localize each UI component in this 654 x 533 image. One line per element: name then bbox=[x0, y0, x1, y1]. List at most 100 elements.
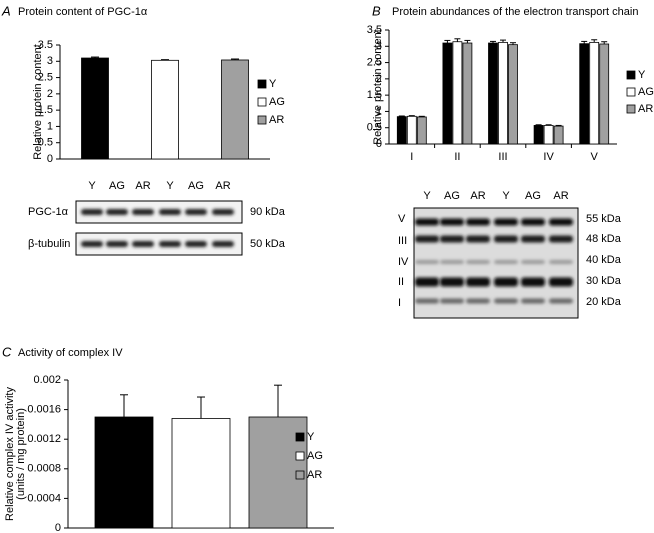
y-axis-label: (units / mg protein) bbox=[15, 408, 27, 500]
error-bar bbox=[545, 124, 552, 126]
blot-band bbox=[494, 260, 518, 264]
y-tick-label: 1.5 bbox=[367, 89, 382, 101]
complex-label: I bbox=[398, 297, 401, 309]
error-bar bbox=[510, 42, 516, 45]
y-tick-label: 2 bbox=[47, 88, 53, 100]
error-bar bbox=[398, 115, 405, 117]
panel-label: C bbox=[2, 344, 12, 359]
error-bar bbox=[591, 39, 598, 43]
complex-label: II bbox=[398, 276, 404, 288]
blot-band bbox=[494, 298, 518, 304]
lane-label: AG bbox=[525, 190, 541, 202]
lane-label: AR bbox=[470, 190, 485, 202]
blot-band bbox=[549, 277, 573, 287]
legend-label: Y bbox=[638, 69, 646, 81]
y-tick-label: 0.0008 bbox=[27, 463, 61, 475]
size-label: 48 kDa bbox=[586, 233, 622, 245]
complex-label: III bbox=[398, 235, 407, 247]
legend-swatch bbox=[257, 115, 267, 125]
blot-band bbox=[81, 209, 103, 215]
lane-label: Y bbox=[88, 180, 96, 192]
legend-swatch bbox=[626, 70, 636, 80]
error-bar bbox=[601, 41, 608, 45]
x-tick-label: III bbox=[498, 151, 507, 163]
error-bar bbox=[444, 39, 451, 44]
blot-band bbox=[466, 260, 490, 264]
bar bbox=[406, 115, 417, 145]
lane-label: AG bbox=[109, 180, 125, 192]
bar bbox=[94, 416, 154, 529]
blot-band bbox=[106, 209, 128, 215]
y-tick-label: 1.5 bbox=[38, 104, 53, 116]
legend-label: AR bbox=[269, 114, 284, 126]
blot-band bbox=[466, 277, 490, 287]
bar bbox=[553, 125, 564, 145]
chart-title: Protein abundances of the electron trans… bbox=[392, 6, 638, 18]
row-size: 50 kDa bbox=[250, 238, 286, 250]
blot-band bbox=[415, 277, 439, 287]
bar bbox=[221, 59, 249, 160]
y-tick-label: 1 bbox=[376, 105, 382, 117]
legend-swatch bbox=[257, 97, 267, 107]
blot-band bbox=[415, 235, 439, 243]
y-tick-label: 0.0012 bbox=[27, 433, 61, 445]
y-tick-label: 0.0004 bbox=[27, 492, 61, 504]
bar bbox=[171, 418, 231, 529]
blot-band bbox=[521, 218, 545, 226]
size-label: 20 kDa bbox=[586, 296, 622, 308]
lane-label: AR bbox=[215, 180, 230, 192]
blot-band bbox=[494, 235, 518, 243]
error-bar bbox=[500, 39, 506, 43]
bar bbox=[533, 125, 544, 145]
blot-band bbox=[521, 277, 545, 287]
y-tick-label: 0.002 bbox=[33, 374, 61, 386]
y-tick-label: 3 bbox=[47, 55, 53, 67]
blot-band bbox=[494, 277, 518, 287]
blot-band bbox=[521, 235, 545, 243]
bar bbox=[498, 41, 508, 145]
blot-band bbox=[440, 277, 464, 287]
error-bar bbox=[490, 40, 496, 44]
y-tick-label: 3.5 bbox=[38, 39, 53, 51]
y-tick-label: 0.5 bbox=[367, 122, 382, 134]
blot-band bbox=[81, 241, 103, 247]
bar bbox=[589, 41, 600, 145]
error-bar bbox=[418, 115, 425, 117]
row-label: β-tubulin bbox=[28, 238, 70, 250]
bar bbox=[462, 42, 473, 145]
error-bar bbox=[91, 56, 99, 59]
blot-band bbox=[466, 235, 490, 243]
lane-label: Y bbox=[502, 190, 510, 202]
x-tick-label: V bbox=[591, 151, 599, 163]
x-tick-label: II bbox=[454, 151, 460, 163]
blot-band bbox=[415, 218, 439, 226]
lane-label: AR bbox=[553, 190, 568, 202]
blot-band bbox=[549, 260, 573, 264]
blot-band bbox=[440, 235, 464, 243]
bar bbox=[81, 57, 109, 160]
blot-band bbox=[440, 260, 464, 264]
blot-band bbox=[466, 218, 490, 226]
size-label: 55 kDa bbox=[586, 213, 622, 225]
legend-swatch bbox=[626, 104, 636, 114]
chart-title: Activity of complex IV bbox=[18, 347, 123, 359]
bar bbox=[488, 42, 498, 145]
y-tick-label: 2 bbox=[376, 73, 382, 85]
y-tick-label: 0.5 bbox=[38, 137, 53, 149]
complex-label: IV bbox=[398, 256, 409, 268]
blot-band bbox=[185, 241, 207, 247]
legend-label: AG bbox=[269, 96, 285, 108]
blot-band bbox=[132, 209, 154, 215]
lane-label: AG bbox=[444, 190, 460, 202]
blot-band bbox=[521, 298, 545, 304]
bar bbox=[151, 59, 179, 160]
y-tick-label: 3.5 bbox=[367, 24, 382, 36]
error-bar bbox=[120, 394, 128, 417]
error-bar bbox=[464, 39, 471, 44]
blot-band bbox=[415, 298, 439, 304]
error-bar bbox=[161, 59, 169, 61]
blot-band bbox=[212, 241, 234, 247]
legend-label: AG bbox=[638, 86, 654, 98]
blot-band bbox=[159, 209, 181, 215]
